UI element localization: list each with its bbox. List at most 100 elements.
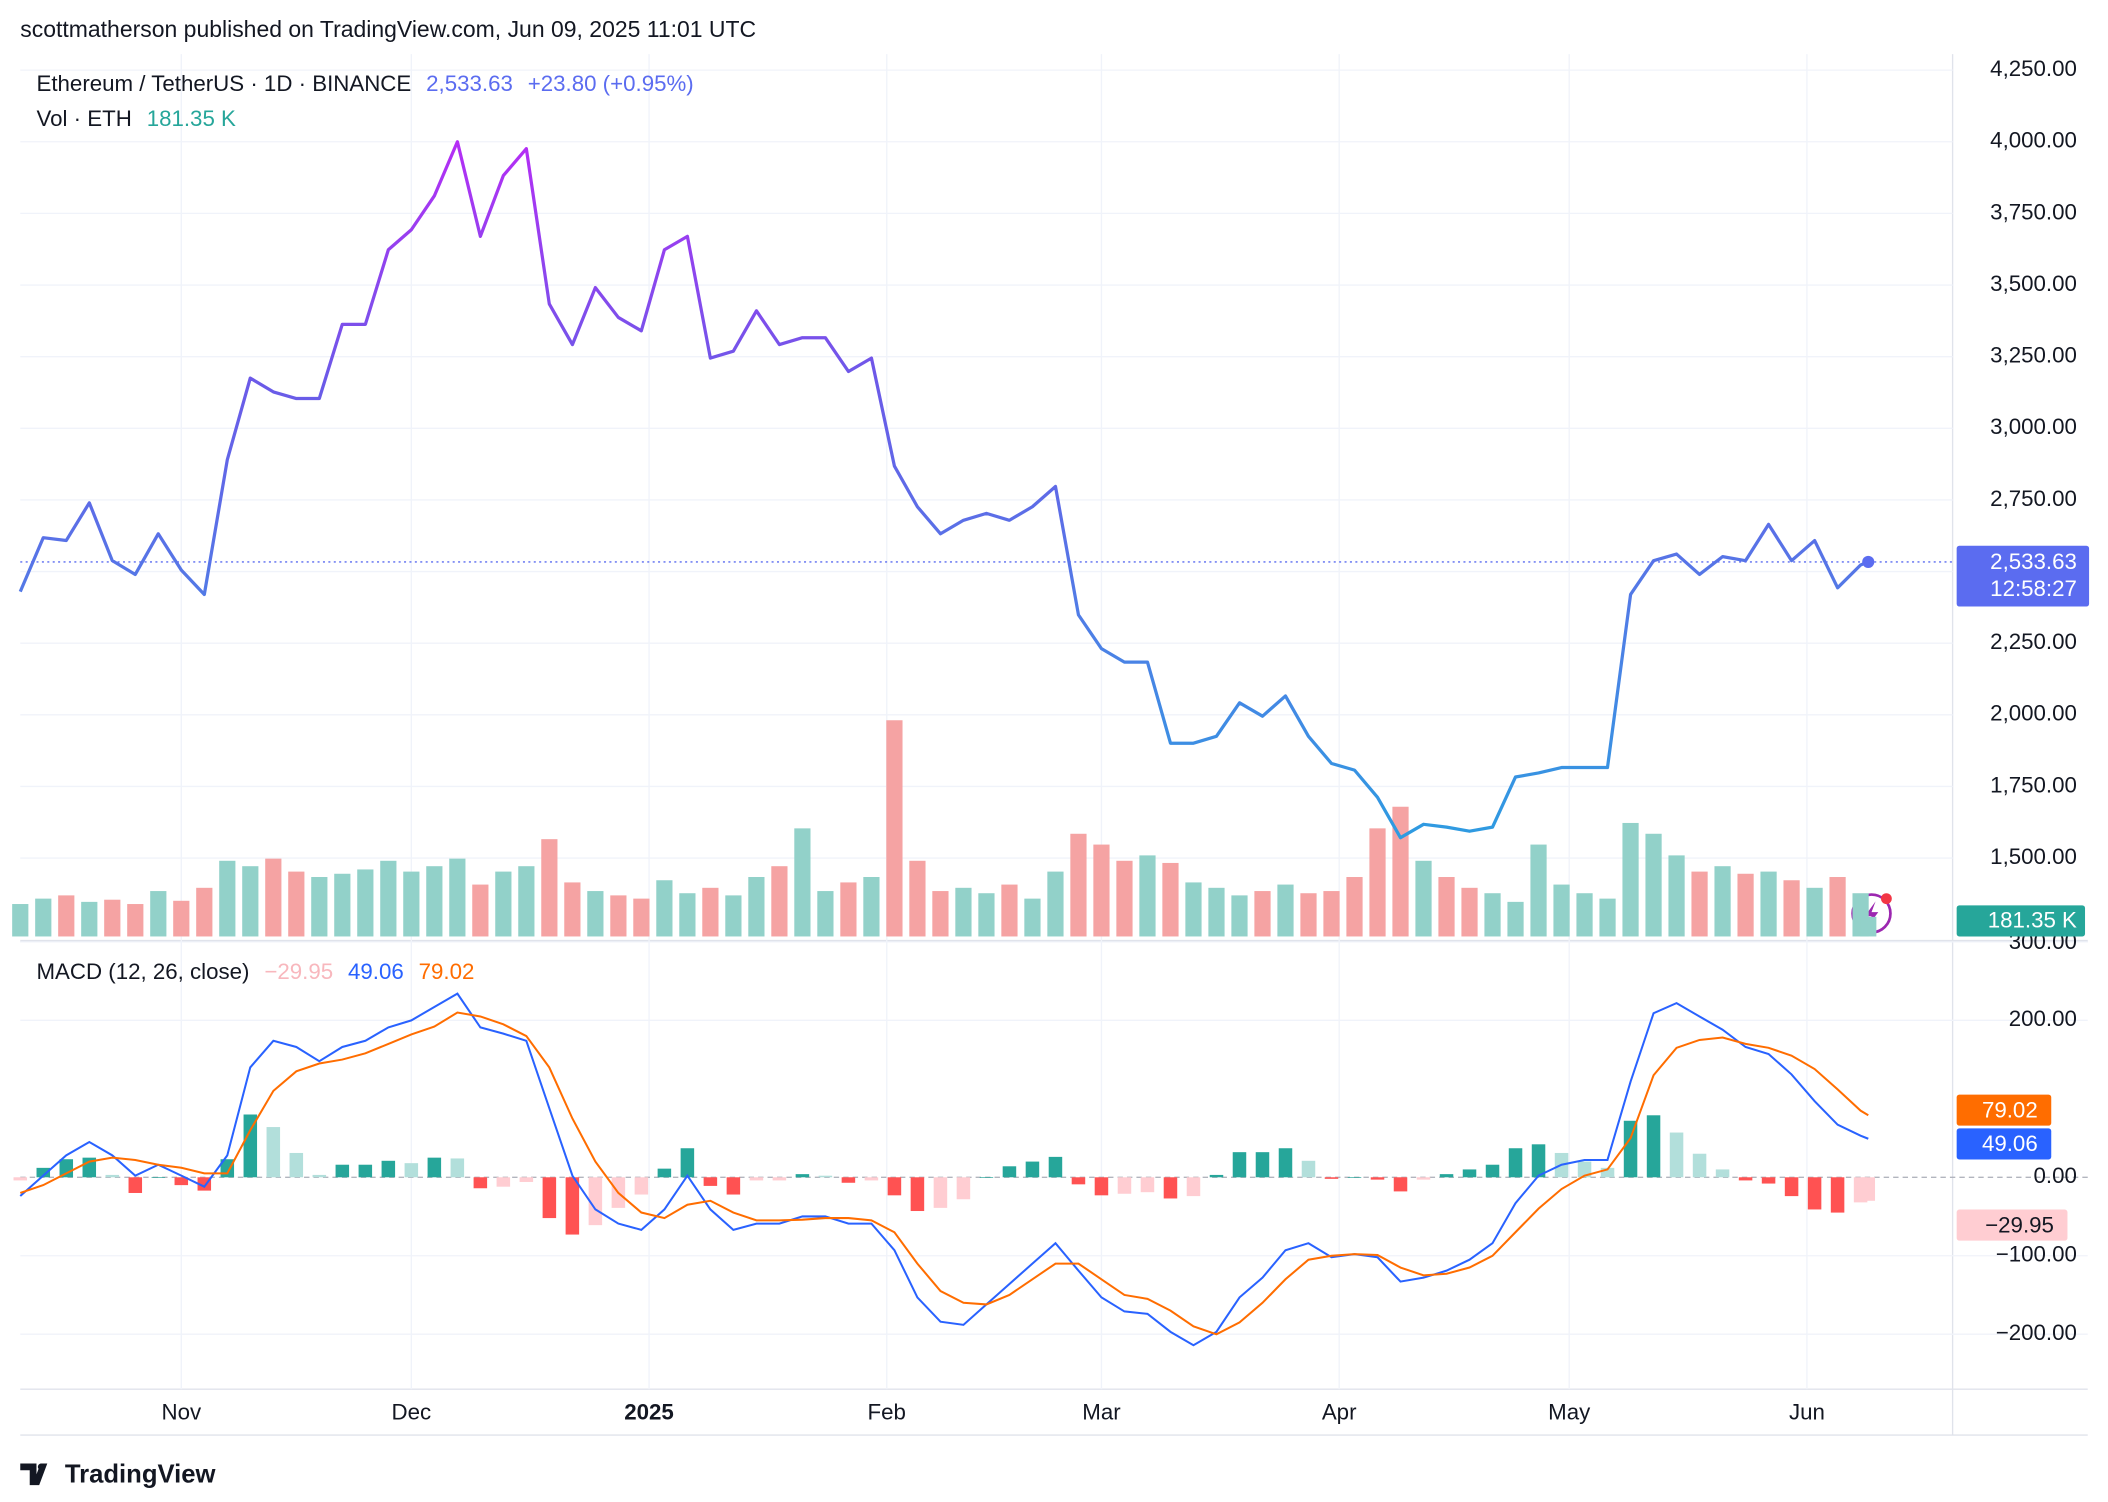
y-tick-label: 3,500.00 — [1990, 271, 2077, 296]
volume-bar — [702, 887, 719, 937]
volume-bar — [518, 866, 535, 937]
volume-bar — [909, 860, 926, 937]
histogram-bar — [404, 1163, 419, 1178]
histogram-bar — [864, 1177, 879, 1181]
histogram-bar — [473, 1177, 488, 1189]
volume-bar — [1093, 844, 1110, 937]
y-tick-label: 1,750.00 — [1990, 772, 2077, 797]
volume-bar — [127, 904, 144, 937]
histogram-bar — [266, 1127, 281, 1178]
histogram-bar — [358, 1164, 373, 1178]
histogram-bar — [105, 1174, 120, 1178]
last-price-dot — [1862, 555, 1875, 568]
volume-bar — [1277, 884, 1294, 937]
price-change: +23.80 (+0.95%) — [528, 71, 694, 96]
volume-bar — [1461, 887, 1478, 937]
volume-bar — [12, 904, 29, 937]
histogram-bar — [13, 1177, 28, 1181]
histogram-bar — [59, 1159, 74, 1178]
volume-bar — [35, 898, 52, 937]
volume-bar — [242, 866, 259, 937]
macd-line — [19, 1011, 1869, 1336]
volume-bar — [1024, 898, 1041, 937]
histogram-bar — [1071, 1177, 1086, 1185]
histogram-bar — [1439, 1174, 1454, 1178]
volume-bar — [610, 895, 627, 937]
histogram-bar — [1002, 1166, 1017, 1178]
volume-bar — [587, 891, 604, 937]
volume-bar — [1185, 882, 1202, 937]
volume-bar — [357, 869, 374, 937]
histogram-bar — [128, 1177, 143, 1193]
histogram-bar — [1186, 1177, 1201, 1197]
histogram-bar — [1048, 1156, 1063, 1178]
volume-bar — [1369, 828, 1386, 937]
macd-title: MACD (12, 26, close) — [36, 959, 249, 984]
volume-bar — [58, 895, 75, 937]
volume-bar — [1668, 855, 1685, 937]
volume-bar — [219, 860, 236, 937]
volume-bar — [1737, 873, 1754, 937]
y-tick-label: 200.00 — [2009, 1006, 2077, 1031]
volume-bar — [81, 901, 98, 937]
signal-last: 79.02 — [419, 959, 475, 984]
histogram-bar — [1508, 1148, 1523, 1178]
histogram-bar — [1025, 1161, 1040, 1178]
histogram-bar — [1370, 1177, 1385, 1180]
histogram-bar — [36, 1167, 51, 1178]
histogram-bar — [680, 1148, 695, 1178]
histogram-bar — [1715, 1169, 1730, 1178]
histogram-bar — [1416, 1177, 1431, 1180]
histogram-bar — [1600, 1167, 1615, 1178]
volume-bar — [1300, 893, 1317, 937]
y-tick-label: 2,250.00 — [1990, 629, 2077, 654]
macd-line — [19, 992, 1869, 1347]
volume-bar — [932, 891, 949, 937]
price-tag-value: 2,533.63 — [1990, 549, 2077, 574]
volume-bar — [656, 880, 673, 937]
volume-bar — [1047, 871, 1064, 937]
y-tick-label: 2,000.00 — [1990, 701, 2077, 726]
histogram-bar — [1738, 1177, 1753, 1181]
volume-bar — [1484, 893, 1501, 937]
volume-bar — [1001, 884, 1018, 937]
volume-bar — [334, 873, 351, 937]
volume-bar — [196, 887, 213, 937]
histogram-bar — [1861, 1177, 1876, 1201]
y-tick-label: 3,000.00 — [1990, 414, 2077, 439]
volume-tag — [1956, 905, 2086, 937]
histogram-bar — [841, 1177, 856, 1183]
volume-bar — [1392, 806, 1409, 937]
histogram-bar — [588, 1177, 603, 1226]
histogram-bar — [1807, 1177, 1822, 1210]
volume-bar — [311, 877, 328, 937]
last-price: 2,533.63 — [426, 71, 513, 96]
y-tick-label: 3,250.00 — [1990, 343, 2077, 368]
price-line — [18, 140, 1869, 840]
line-layer — [18, 140, 1953, 1347]
histogram-bar — [335, 1164, 350, 1178]
y-tick-label: −100.00 — [1996, 1242, 2077, 1267]
x-tick-label: Jun — [1789, 1399, 1825, 1424]
histogram-bar — [519, 1177, 534, 1182]
x-tick-label: May — [1548, 1399, 1591, 1424]
volume-bar — [1231, 895, 1248, 937]
volume-bar — [1208, 887, 1225, 937]
volume-bar — [449, 858, 466, 937]
x-tick-label: Mar — [1082, 1399, 1121, 1424]
volume-bar — [495, 871, 512, 937]
histogram-bar — [1761, 1177, 1776, 1184]
histogram-bar — [1692, 1153, 1707, 1178]
histogram-bar — [772, 1177, 787, 1181]
volume-bar — [863, 877, 880, 937]
x-tick-label: Dec — [392, 1399, 432, 1424]
histogram-bar — [1623, 1120, 1638, 1178]
volume-bar — [1553, 884, 1570, 937]
volume-bar — [265, 858, 282, 937]
volume-bar — [1346, 877, 1363, 937]
volume-bar — [1691, 871, 1708, 937]
histogram-last: −29.95 — [264, 959, 333, 984]
histogram-tag-value: −29.95 — [1985, 1212, 2054, 1237]
brand-name: TradingView — [65, 1460, 216, 1488]
histogram-bar — [634, 1177, 649, 1195]
